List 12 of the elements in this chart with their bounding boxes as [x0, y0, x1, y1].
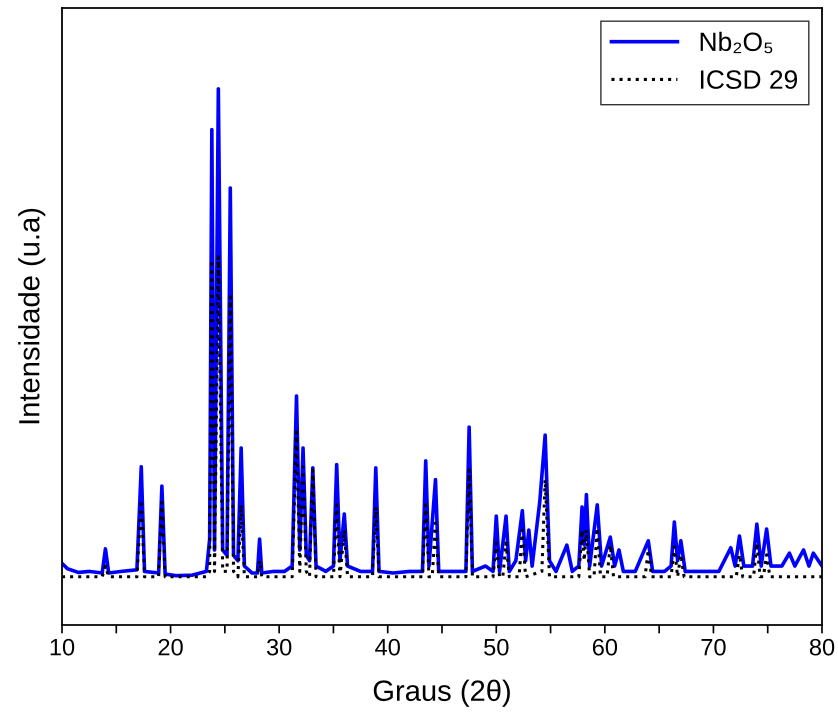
x-tick-label: 40 [375, 638, 400, 656]
x-tick-label: 80 [810, 638, 834, 656]
legend-label: Nb₂O₅ [700, 32, 772, 54]
x-tick-label: 20 [158, 638, 183, 656]
y-axis-title: Intensidade (u.a) [18, 208, 46, 424]
x-axis-title: Graus (2θ) [374, 680, 510, 707]
x-tick-label: 30 [266, 638, 292, 656]
x-tick-label: 60 [592, 638, 618, 656]
x-tick-label: 10 [50, 638, 74, 656]
x-tick-label: 50 [484, 638, 508, 656]
legend-label: ICSD 29 [700, 70, 797, 89]
x-tick-label: 70 [702, 638, 726, 656]
